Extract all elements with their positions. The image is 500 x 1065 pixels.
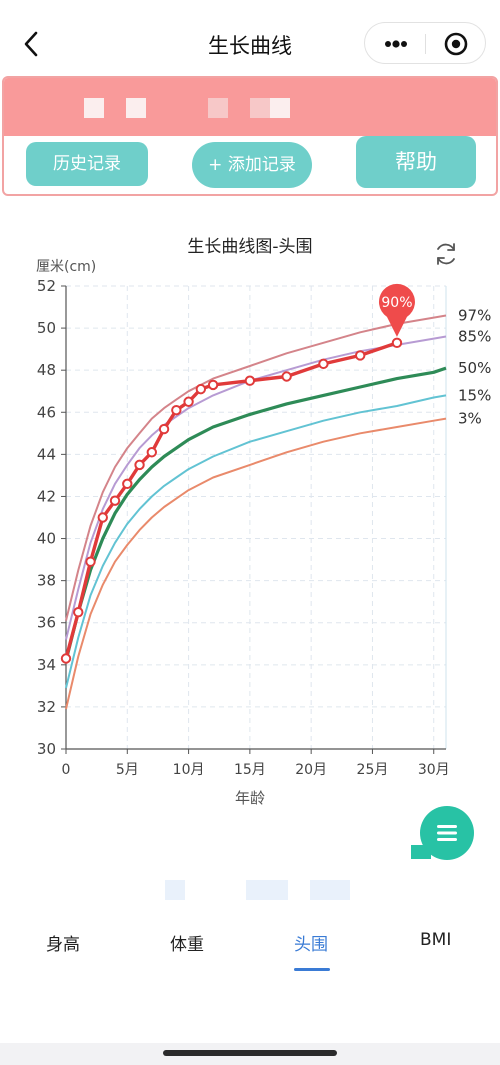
x-tick-label: 0 <box>62 762 71 778</box>
tab-head-circumference[interactable]: 头围 <box>294 935 328 955</box>
x-tick-label: 30月 <box>418 762 450 778</box>
history-button[interactable]: 历史记录 <box>26 142 148 186</box>
percentile-line <box>65 314 447 621</box>
blurred-content <box>208 98 228 118</box>
menu-button[interactable] <box>420 806 474 860</box>
navbar: 生长曲线 <box>0 0 500 82</box>
blurred-content <box>250 98 270 118</box>
blurred-content <box>246 880 288 900</box>
chevron-left-icon[interactable] <box>18 28 46 60</box>
measurement-point <box>171 404 182 416</box>
add-record-button[interactable]: + 添加记录 <box>192 142 312 188</box>
measurement-point <box>354 350 366 361</box>
menu-lines-icon <box>437 825 457 841</box>
x-tick-label: 5月 <box>116 762 139 778</box>
x-tick-label: 20月 <box>295 762 327 778</box>
y-axis-label: 厘米(cm) <box>36 259 97 275</box>
y-tick-label: 40 <box>37 530 56 548</box>
x-tick-label: 10月 <box>173 762 205 778</box>
percentile-label: 50% <box>458 359 491 377</box>
measurement-point <box>97 512 108 523</box>
percentile-line <box>65 394 447 689</box>
measurement-point <box>207 379 219 391</box>
measurement-line <box>64 341 398 659</box>
y-tick-label: 52 <box>37 277 56 295</box>
target-circle-icon[interactable] <box>439 31 473 57</box>
growth-chart: 30 32 34 36 38 40 42 44 46 48 50 52 0 5月 10月 15月 20月 25月 3… <box>0 220 500 820</box>
y-tick-label: 44 <box>37 445 56 463</box>
measurement-point <box>195 383 207 395</box>
measurement-point <box>318 358 329 370</box>
help-button[interactable]: 帮助 <box>356 136 476 188</box>
percentile-label: 3% <box>458 410 482 428</box>
blurred-content <box>270 98 290 118</box>
blurred-content <box>126 98 146 118</box>
measurement-point <box>73 607 84 618</box>
measurement-point <box>85 556 96 567</box>
percentile-line <box>64 366 447 661</box>
y-tick-label: 42 <box>37 487 56 505</box>
y-tick-label: 50 <box>37 319 56 337</box>
y-tick-label: 48 <box>37 361 56 379</box>
mini-program-capsule <box>364 22 486 64</box>
measurement-point <box>134 459 145 471</box>
y-tick-label: 32 <box>37 698 56 716</box>
tab-bar: 身高 体重 头围 BMI <box>0 920 500 980</box>
profile-band <box>4 78 496 136</box>
y-tick-label: 38 <box>37 572 56 590</box>
measurement-point <box>158 423 170 435</box>
x-tick-label: 15月 <box>234 762 266 778</box>
measurement-point <box>281 371 292 382</box>
blurred-content <box>84 98 104 118</box>
page-title: 生长曲线 <box>208 34 292 58</box>
y-tick-label: 36 <box>37 614 56 632</box>
measurement-point <box>122 478 133 490</box>
measurement-point <box>60 653 72 664</box>
home-indicator <box>163 1050 337 1056</box>
y-tick-label: 34 <box>37 656 56 674</box>
profile-card: 历史记录 + 添加记录 帮助 <box>2 76 498 196</box>
tab-weight[interactable]: 体重 <box>170 935 204 955</box>
tab-bmi[interactable]: BMI <box>420 930 452 950</box>
measurement-point <box>146 447 158 458</box>
percentile-label: 85% <box>458 328 491 346</box>
tab-height[interactable]: 身高 <box>46 935 80 955</box>
measurement-point <box>244 375 256 386</box>
percentile-line <box>65 417 447 710</box>
measurement-point <box>109 495 121 506</box>
x-axis-label: 年龄 <box>234 789 265 807</box>
y-tick-label: 30 <box>37 740 56 758</box>
chart-svg: 30 32 34 36 38 40 42 44 46 48 50 52 0 5月 10月 15月 20月 25月 3… <box>37 277 491 778</box>
percentile-pin <box>378 283 415 337</box>
measurement-point <box>183 396 194 407</box>
percentile-label: 15% <box>458 386 491 404</box>
blurred-content <box>310 880 350 900</box>
active-tab-indicator <box>294 968 330 971</box>
percentile-pin-label: 90% <box>381 295 412 311</box>
chart-title: 生长曲线图-头围 <box>187 237 313 257</box>
capsule-divider <box>425 34 426 54</box>
blurred-content <box>165 880 185 900</box>
measurement-point <box>391 337 403 349</box>
x-tick-label: 25月 <box>357 762 389 778</box>
y-tick-label: 46 <box>37 403 56 421</box>
more-dots-icon[interactable] <box>379 31 413 57</box>
refresh-icon[interactable] <box>432 240 460 268</box>
percentile-label: 97% <box>458 306 491 324</box>
